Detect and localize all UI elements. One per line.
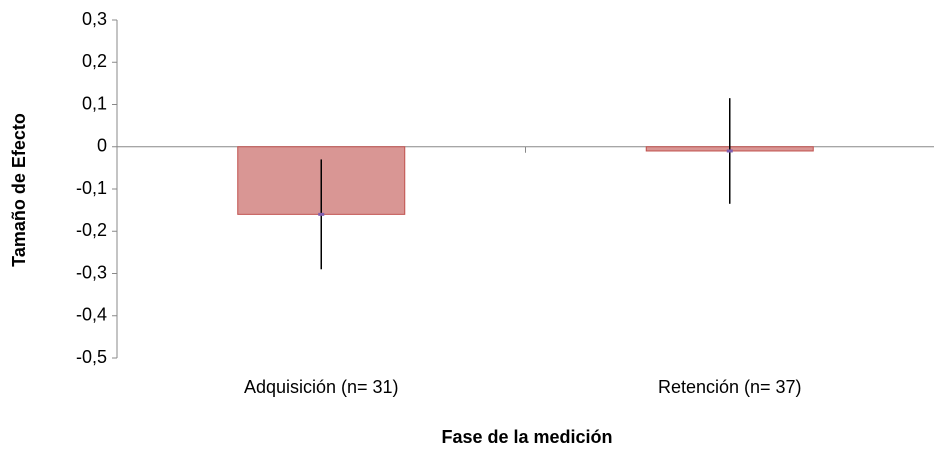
y-tick-label: 0,1 (82, 93, 107, 113)
y-tick-label: -0,5 (76, 347, 107, 367)
bar-marker (726, 149, 733, 153)
y-tick-label: 0 (97, 136, 107, 156)
y-axis-title: Tamaño de Efecto (9, 113, 29, 267)
y-tick-label: 0,3 (82, 9, 107, 29)
x-tick-label: Adquisición (n= 31) (244, 377, 399, 397)
y-tick-label: -0,4 (76, 305, 107, 325)
y-tick-label: -0,3 (76, 262, 107, 282)
y-tick-label: 0,2 (82, 51, 107, 71)
x-axis-title: Fase de la medición (441, 427, 612, 447)
y-tick-label: -0,2 (76, 220, 107, 240)
x-tick-label: Retención (n= 37) (658, 377, 802, 397)
bar-marker (318, 212, 325, 216)
y-tick-label: -0,1 (76, 178, 107, 198)
